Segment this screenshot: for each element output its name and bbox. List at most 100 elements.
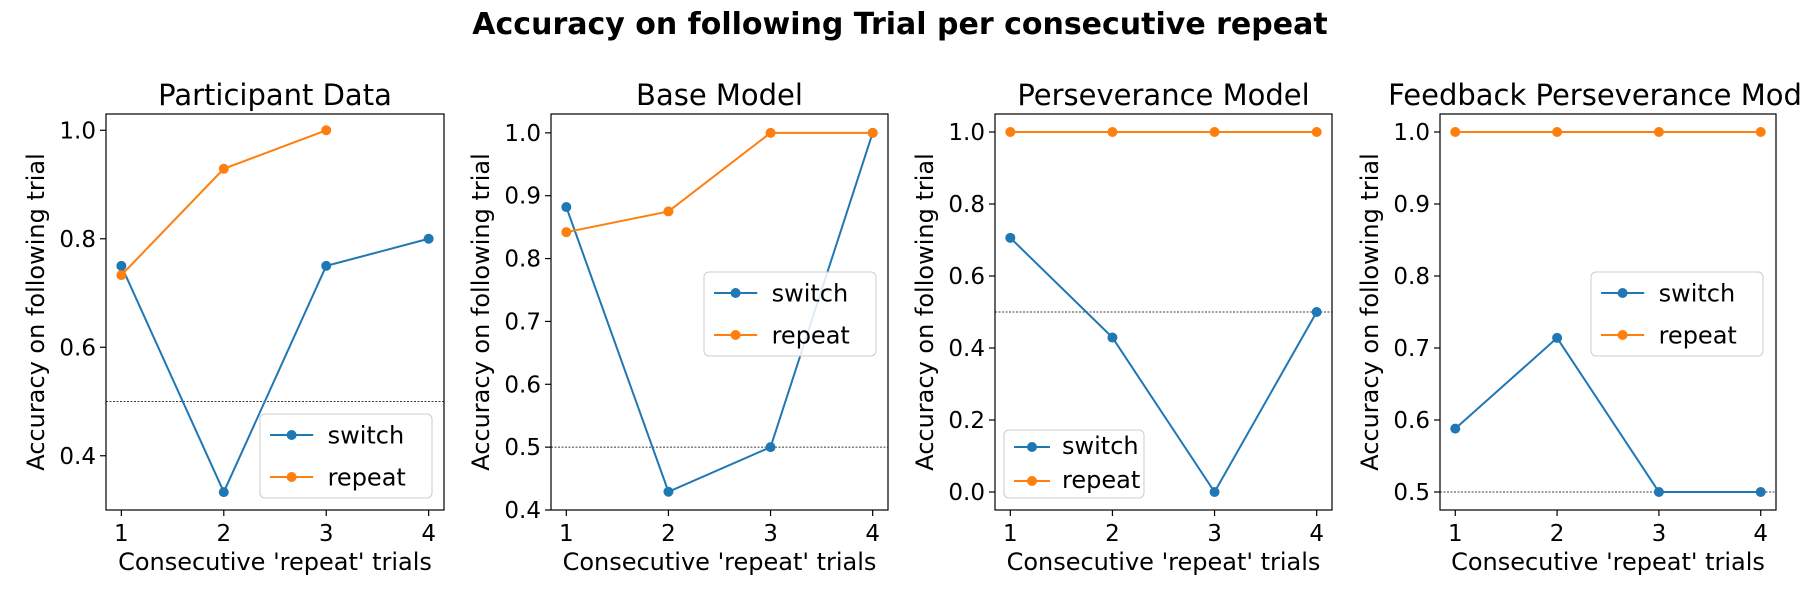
data-point-switch [218, 487, 229, 498]
x-tick-label: 2 [661, 521, 676, 547]
data-point-repeat [561, 227, 572, 238]
data-point-repeat [1209, 127, 1220, 137]
y-tick-label: 0.0 [948, 480, 985, 506]
y-tick-label: 1.0 [948, 120, 985, 146]
legend: switch repeat [703, 271, 877, 357]
subplot-title: Perseverance Model [1017, 78, 1309, 112]
x-axis-label: Consecutive 'repeat' trials [1007, 548, 1321, 576]
x-tick-label: 2 [1105, 521, 1120, 547]
legend-marker-switch [1617, 288, 1628, 298]
y-tick-label: 1.0 [1393, 120, 1430, 146]
legend-marker-switch [730, 288, 741, 298]
y-tick-label: 0.7 [1393, 336, 1430, 362]
data-point-repeat [1450, 127, 1461, 137]
y-tick-label: 0.5 [504, 435, 541, 461]
y-tick-label: 0.6 [948, 264, 985, 290]
legend-label-switch: switch [1062, 432, 1139, 460]
subplot-title: Participant Data [158, 78, 392, 112]
legend-marker-switch [1027, 442, 1037, 452]
subplot-2: Base Model 1 2 3 4 0.4 0.5 0.6 0.7 0.8 0.9 1.0 Conse… [467, 78, 889, 576]
legend: switch repeat [1590, 271, 1764, 357]
legend-label-switch: switch [772, 279, 849, 307]
x-tick-label: 3 [1652, 521, 1667, 547]
data-point-repeat [1005, 127, 1016, 137]
y-tick-label: 0.9 [1393, 192, 1430, 218]
data-point-switch [321, 260, 332, 271]
y-tick-label: 0.8 [948, 192, 985, 218]
x-tick-label: 1 [1448, 521, 1463, 547]
legend-marker-repeat [1617, 330, 1628, 340]
y-axis-label: Accuracy on following trial [1356, 153, 1384, 471]
x-axis-label: Consecutive 'repeat' trials [118, 548, 432, 576]
x-axis-label: Consecutive 'repeat' trials [563, 548, 877, 576]
x-axis-label: Consecutive 'repeat' trials [1451, 548, 1765, 576]
x-tick-label: 3 [1207, 521, 1222, 547]
axes-frame [994, 113, 1333, 511]
series-line-switch [120, 237, 429, 495]
y-tick-label: 0.6 [59, 335, 96, 361]
legend-marker-switch [286, 430, 297, 440]
series-line-repeat [566, 131, 873, 234]
data-point-switch [1311, 307, 1322, 317]
subplot-3: Perseverance Model 1 2 3 4 0.0 0.2 0.4 0.6 0.8 1.0… [911, 78, 1333, 576]
legend-marker-repeat [730, 330, 741, 340]
data-point-switch [663, 486, 674, 497]
x-tick-label: 1 [1003, 521, 1018, 547]
y-tick-label: 0.5 [1393, 480, 1430, 506]
series-line-switch [1454, 336, 1761, 493]
data-point-switch [1450, 423, 1461, 434]
data-point-switch [1107, 332, 1118, 343]
legend-label-repeat: repeat [1659, 321, 1737, 349]
subplot-title: Base Model [636, 78, 803, 112]
legend-label-switch: switch [328, 421, 405, 449]
subplot-1: Participant Data 1 2 3 4 0.4 0.6 0.8 1.0 Consecut… [22, 78, 445, 576]
x-tick-label: 3 [319, 521, 334, 547]
axes-frame [550, 113, 889, 511]
x-tick-label: 2 [216, 521, 231, 547]
y-tick-label: 0.6 [504, 372, 541, 398]
y-tick-label: 1.0 [59, 118, 96, 144]
plot-area [1450, 127, 1766, 497]
plot-area [1005, 127, 1322, 497]
y-tick-label: 0.9 [504, 184, 541, 210]
y-tick-label: 0.4 [59, 444, 96, 470]
y-tick-label: 0.4 [948, 336, 985, 362]
data-point-repeat [1107, 127, 1118, 137]
series-line-repeat [120, 129, 327, 276]
data-point-repeat [1552, 127, 1563, 137]
x-tick-label: 4 [1309, 521, 1324, 547]
legend-label-switch: switch [1659, 279, 1736, 307]
legend: switch repeat [259, 413, 433, 499]
data-point-repeat [867, 127, 878, 138]
data-point-switch [561, 202, 572, 213]
y-axis-label: Accuracy on following trial [467, 153, 495, 471]
axes-frame [1439, 113, 1777, 511]
x-tick-label: 1 [114, 521, 129, 547]
x-tick-label: 4 [1753, 521, 1768, 547]
data-point-switch [1552, 332, 1563, 343]
data-point-switch [1005, 232, 1016, 243]
subplot-title: Feedback Perseverance Model [1388, 78, 1800, 112]
axes-frame [105, 113, 445, 511]
data-point-switch [1209, 487, 1220, 497]
y-tick-label: 0.8 [1393, 264, 1430, 290]
legend-marker-repeat [1027, 476, 1037, 486]
y-tick-label: 0.7 [504, 309, 541, 335]
legend: switch repeat [1003, 429, 1145, 499]
legend-label-repeat: repeat [1062, 466, 1140, 494]
y-tick-label: 1.0 [504, 121, 541, 147]
data-point-repeat [1311, 127, 1322, 137]
data-point-repeat [218, 163, 229, 174]
x-tick-label: 1 [559, 521, 574, 547]
y-tick-label: 0.2 [948, 408, 985, 434]
data-point-repeat [765, 127, 776, 138]
legend-label-repeat: repeat [772, 321, 850, 349]
data-point-repeat [116, 270, 127, 281]
x-tick-label: 3 [763, 521, 778, 547]
x-tick-label: 2 [1550, 521, 1565, 547]
legend-marker-repeat [286, 472, 297, 482]
data-point-repeat [1653, 127, 1664, 137]
y-axis-label: Accuracy on following trial [22, 153, 50, 471]
data-point-repeat [663, 206, 674, 217]
